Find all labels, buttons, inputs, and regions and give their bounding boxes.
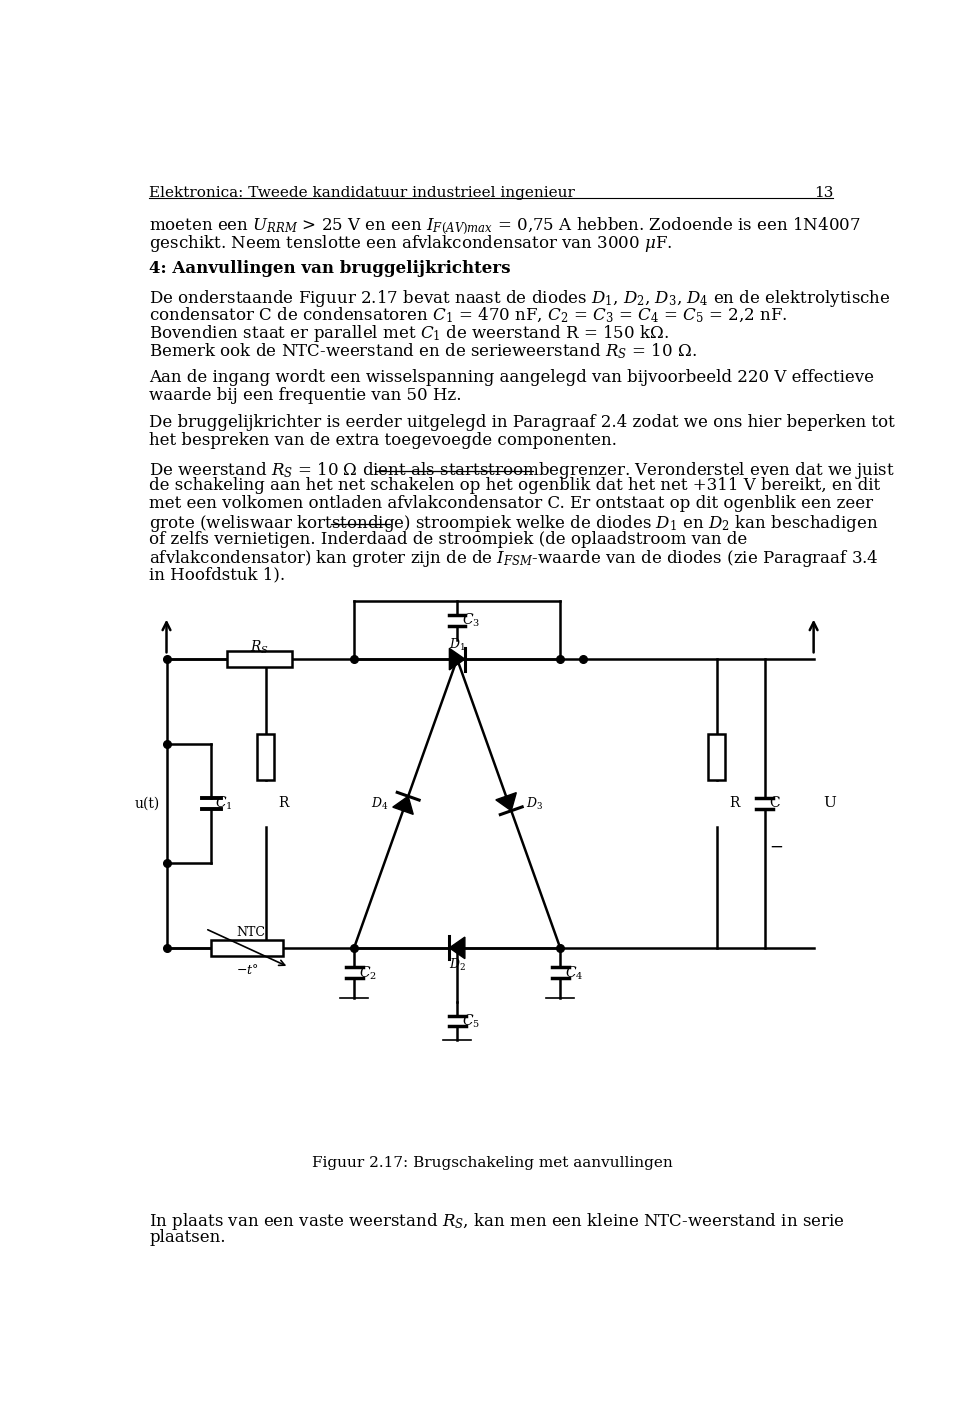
Text: $D_2$: $D_2$	[448, 957, 466, 973]
Text: $C_2$: $C_2$	[359, 964, 376, 981]
Text: afvlakcondensator) kan groter zijn de de $I_{FSM}$-waarde van de diodes (zie Par: afvlakcondensator) kan groter zijn de de…	[150, 549, 879, 569]
Text: Bemerk ook de NTC-weerstand en de serieweerstand $R_S$ = 10 $\Omega$.: Bemerk ook de NTC-weerstand en de seriew…	[150, 342, 697, 360]
Text: geschikt. Neem tenslotte een afvlakcondensator van 3000 $\mu$F.: geschikt. Neem tenslotte een afvlakconde…	[150, 233, 673, 254]
Text: $D_4$: $D_4$	[372, 795, 389, 811]
Text: Bovendien staat er parallel met $C_1$ de weerstand R = 150 k$\Omega$.: Bovendien staat er parallel met $C_1$ de…	[150, 323, 669, 345]
Text: De weerstand $R_S$ = 10 $\Omega$ dient als startstroombegrenzer. Veronderstel ev: De weerstand $R_S$ = 10 $\Omega$ dient a…	[150, 459, 895, 481]
Polygon shape	[449, 648, 465, 669]
Text: De onderstaande Figuur 2.17 bevat naast de diodes $D_1$, $D_2$, $D_3$, $D_4$ en : De onderstaande Figuur 2.17 bevat naast …	[150, 288, 891, 309]
Text: C: C	[770, 797, 780, 811]
Text: grote (weliswaar kortstondige) stroompiek welke de diodes $D_1$ en $D_2$ kan bes: grote (weliswaar kortstondige) stroompie…	[150, 513, 878, 533]
Text: het bespreken van de extra toegevoegde componenten.: het bespreken van de extra toegevoegde c…	[150, 432, 617, 450]
Text: $D_3$: $D_3$	[526, 795, 542, 811]
Text: de schakeling aan het net schakelen op het ogenblik dat het net +311 V bereikt, : de schakeling aan het net schakelen op h…	[150, 478, 880, 495]
Text: condensator C de condensatoren $C_1$ = 470 nF, $C_2$ = $C_3$ = $C_4$ = $C_5$ = 2: condensator C de condensatoren $C_1$ = 4…	[150, 306, 788, 325]
Text: 4: Aanvullingen van bruggelijkrichters: 4: Aanvullingen van bruggelijkrichters	[150, 261, 511, 278]
Polygon shape	[496, 793, 516, 811]
Text: moeten een $U_{RRM}$ > 25 V en een $I_{F(AV)max}$ = 0,75 A hebben. Zodoende is e: moeten een $U_{RRM}$ > 25 V en een $I_{F…	[150, 214, 861, 237]
Polygon shape	[449, 937, 465, 959]
Text: U: U	[823, 797, 836, 811]
Bar	[708, 735, 725, 780]
Text: $-$: $-$	[770, 837, 783, 855]
Bar	[227, 651, 292, 666]
Text: $C_1$: $C_1$	[215, 794, 233, 813]
Bar	[257, 735, 275, 780]
Text: $C_3$: $C_3$	[462, 613, 480, 630]
Text: in Hoofdstuk 1).: in Hoofdstuk 1).	[150, 566, 285, 583]
Text: $D_1$: $D_1$	[449, 637, 466, 654]
Text: $C_4$: $C_4$	[564, 964, 584, 981]
Bar	[211, 940, 283, 956]
Text: plaatsen.: plaatsen.	[150, 1229, 226, 1246]
Text: $R_S$: $R_S$	[250, 640, 269, 657]
Text: of zelfs vernietigen. Inderdaad de stroompiek (de oplaadstroom van de: of zelfs vernietigen. Inderdaad de stroo…	[150, 530, 748, 547]
Polygon shape	[393, 797, 413, 814]
Text: 13: 13	[814, 186, 833, 200]
Text: waarde bij een frequentie van 50 Hz.: waarde bij een frequentie van 50 Hz.	[150, 387, 462, 404]
Text: In plaats van een vaste weerstand $R_S$, kan men een kleine NTC-weerstand in ser: In plaats van een vaste weerstand $R_S$,…	[150, 1211, 845, 1232]
Text: Aan de ingang wordt een wisselspanning aangelegd van bijvoorbeeld 220 V effectie: Aan de ingang wordt een wisselspanning a…	[150, 369, 875, 386]
Text: NTC: NTC	[236, 926, 266, 939]
Text: u(t): u(t)	[135, 797, 160, 811]
Text: met een volkomen ontladen afvlakcondensator C. Er ontstaat op dit ogenblik een z: met een volkomen ontladen afvlakcondensa…	[150, 495, 874, 512]
Text: R: R	[730, 797, 739, 811]
Text: R: R	[278, 797, 288, 811]
Text: $-t°$: $-t°$	[236, 963, 258, 977]
Text: Figuur 2.17: Brugschakeling met aanvullingen: Figuur 2.17: Brugschakeling met aanvulli…	[312, 1156, 672, 1170]
Text: Elektronica: Tweede kandidatuur industrieel ingenieur: Elektronica: Tweede kandidatuur industri…	[150, 186, 575, 200]
Text: De bruggelijkrichter is eerder uitgelegd in Paragraaf 2.4 zodat we ons hier bepe: De bruggelijkrichter is eerder uitgelegd…	[150, 414, 895, 431]
Text: $C_5$: $C_5$	[462, 1012, 480, 1029]
